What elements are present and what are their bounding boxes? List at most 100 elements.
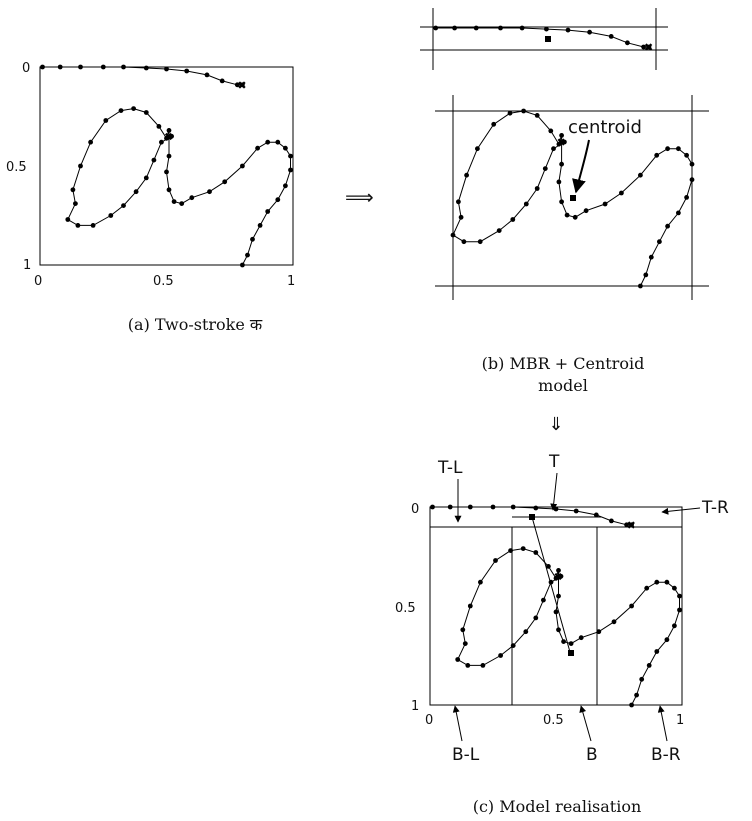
panel-c-stroke-2-point bbox=[556, 568, 561, 573]
panel-a-stroke-2 bbox=[67, 108, 291, 266]
panel-b-stroke-2-point bbox=[477, 239, 483, 245]
panel-b-stroke-2-point bbox=[643, 272, 649, 278]
panel-c-label-t: T bbox=[548, 452, 560, 472]
panel-b-stroke-2-point bbox=[523, 201, 529, 207]
panel-c-caption: (c) Model realisation bbox=[473, 797, 642, 816]
panel-a-stroke-1-point bbox=[184, 68, 190, 74]
panel-c-label-br: B-R bbox=[651, 745, 681, 765]
panel-a-stroke-2-point bbox=[240, 262, 245, 268]
panel-b-stroke-2-point bbox=[562, 139, 567, 145]
panel-a-stroke-2-point bbox=[143, 175, 149, 181]
panel-b-stroke-2-point bbox=[583, 208, 589, 214]
panel-b-stroke-2-point bbox=[521, 108, 526, 114]
panel-b-top-centroid-marker bbox=[545, 36, 551, 42]
panel-a-stroke-1-point bbox=[240, 82, 245, 88]
arrow-down-icon: ⇓ bbox=[548, 414, 563, 435]
panel-a-stroke-2-point bbox=[133, 189, 139, 195]
panel-c-stroke-2-point bbox=[596, 629, 602, 635]
panel-c-stroke-2-point bbox=[568, 641, 574, 646]
panel-a-stroke-2-point bbox=[88, 139, 93, 145]
panel-c-stroke-2-point bbox=[467, 603, 473, 609]
panel-a-stroke-2-point bbox=[169, 133, 175, 139]
panel-a-points: ✖✖ bbox=[40, 64, 293, 268]
panel-b-stroke-2-point bbox=[475, 146, 480, 152]
panel-c-stroke-2-point bbox=[462, 641, 468, 646]
panel-a-stroke-2-point bbox=[151, 157, 157, 163]
panel-c-stroke-2-point bbox=[478, 579, 483, 585]
panel-c-ytick-1: 1 bbox=[411, 699, 419, 714]
panel-c-stroke-1-point bbox=[593, 512, 599, 518]
panel-b: ✖ ✖ centroid (b) MBR + Centroid model bbox=[420, 8, 709, 395]
panel-c-stroke-1-point bbox=[510, 504, 516, 510]
panel-b-stroke-1-point bbox=[641, 44, 646, 50]
panel-c-centroid-link-line bbox=[531, 516, 571, 653]
panel-c-stroke-1-point bbox=[467, 504, 473, 510]
panel-c-stroke-2-point bbox=[654, 579, 660, 585]
panel-a-stroke-2-point bbox=[65, 217, 71, 222]
panel-a-stroke-2-point bbox=[159, 139, 164, 145]
panel-c-stroke-1-end-marker: ✖ bbox=[627, 519, 636, 532]
panel-c-pointer-t bbox=[550, 472, 558, 511]
panel-b-stroke-2-point bbox=[548, 128, 554, 134]
panel-c-stroke-2-point bbox=[510, 643, 516, 648]
panel-c-ytick-0: 0 bbox=[411, 502, 419, 517]
panel-c-stroke-2-point bbox=[553, 575, 559, 581]
panel-c-stroke-2-point bbox=[644, 585, 650, 591]
panel-c-stroke-2-point bbox=[520, 546, 526, 551]
panel-c-stroke-1-point bbox=[573, 508, 579, 514]
panel-c-stroke-1-point bbox=[430, 504, 435, 510]
panel-b-stroke-1-point bbox=[452, 25, 457, 31]
panel-c-stroke-2-point bbox=[672, 623, 677, 629]
panel-c-stroke-1 bbox=[432, 506, 632, 526]
panel-c-stroke-2-point bbox=[480, 663, 486, 668]
panel-c-stroke-2-point bbox=[672, 585, 677, 591]
panel-a-stroke-2-point bbox=[207, 189, 212, 195]
panel-b-stroke-2-point bbox=[559, 199, 564, 205]
panel-a-ytick-05: 0.5 bbox=[6, 160, 27, 175]
panel-b-stroke-1-point bbox=[544, 26, 549, 32]
panel-a-stroke-2-point bbox=[179, 201, 185, 207]
panel-c-stroke-1-point bbox=[490, 504, 496, 510]
panel-b-stroke-2-point bbox=[572, 214, 578, 220]
panel-c-stroke-1-point bbox=[629, 522, 634, 528]
panel-b-stroke-1-point bbox=[625, 40, 630, 46]
panel-b-stroke-2-point bbox=[542, 166, 548, 172]
panel-a-caption: (a) Two-stroke क bbox=[128, 315, 263, 334]
panel-b-stroke-2-point bbox=[510, 217, 516, 222]
panel-c-stroke-2-end-marker: ✖ bbox=[554, 570, 563, 583]
panel-a-stroke-2-point bbox=[73, 201, 78, 207]
panel-b-stroke-1-points: ✖ bbox=[433, 25, 653, 54]
panel-a-stroke-2-point bbox=[103, 118, 109, 123]
panel-a-stroke-1-point bbox=[57, 64, 63, 70]
panel-b-stroke-2-point bbox=[534, 113, 540, 118]
panel-c-stroke-2-point bbox=[493, 558, 498, 563]
panel-c-stroke-1-point bbox=[609, 518, 614, 524]
panel-a-stroke-2-point bbox=[156, 124, 162, 129]
panel-b-stroke-2-point bbox=[461, 239, 467, 245]
panel-a-stroke-2-point bbox=[166, 153, 172, 159]
panel-a-stroke-2-point bbox=[288, 167, 293, 173]
panel-a-stroke-2-point bbox=[240, 163, 245, 169]
panel-a-stroke-2-point bbox=[108, 213, 114, 218]
panel-c-top-centroid-marker bbox=[529, 514, 535, 520]
panel-b-stroke-1-point bbox=[473, 25, 479, 31]
panel-c-stroke-2-point bbox=[654, 649, 660, 654]
panel-a-stroke-1-end-marker: ✖ bbox=[237, 79, 246, 92]
panel-c-stroke-2-point bbox=[553, 609, 559, 615]
panel-a-stroke-2-point bbox=[90, 223, 96, 228]
panel-b-stroke-2-point bbox=[496, 228, 502, 234]
panel-a-stroke-2-point bbox=[164, 135, 169, 141]
panel-a-xtick-1: 1 bbox=[287, 274, 295, 289]
panel-c-stroke-2-point bbox=[677, 607, 682, 613]
panel-a-stroke-2-point bbox=[265, 139, 271, 145]
panel-b-stroke-1-point bbox=[608, 34, 614, 39]
panel-b-centroid-marker bbox=[570, 195, 576, 201]
panel-c-label-tr: T-R bbox=[701, 498, 729, 518]
panel-c-stroke-2-point bbox=[664, 579, 670, 585]
panel-a-stroke-1-point bbox=[164, 66, 169, 72]
panel-b-stroke-2-point bbox=[450, 232, 456, 238]
panel-b-stroke-2-point bbox=[458, 214, 464, 220]
panel-a-stroke-1-point bbox=[143, 65, 149, 71]
panel-b-stroke-2-point bbox=[559, 161, 564, 167]
panel-a-stroke-2-point bbox=[189, 195, 195, 201]
